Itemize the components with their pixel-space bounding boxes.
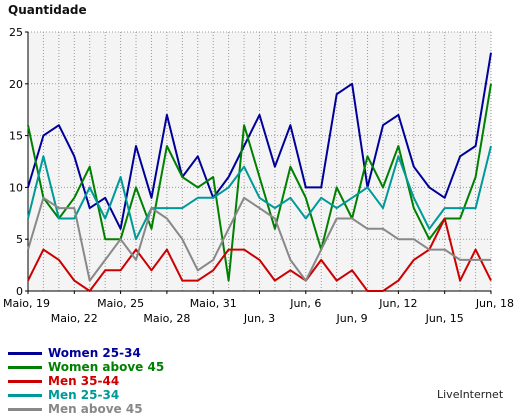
legend-swatch [8,379,42,383]
y-tick-label: 10 [9,181,23,194]
series-line-men-25-34 [27,145,492,241]
legend-item-men-35-44: Men 35-44 [8,374,164,388]
legend-label: Women above 45 [48,360,165,374]
liveinternet-logo[interactable]: LiveInternet [437,388,504,401]
legend-item-women-25-34: Women 25-34 [8,346,164,360]
legend-swatch [8,351,42,355]
series-line-men-35-44 [27,217,492,292]
x-tick-label: Maio, 19 [3,297,50,310]
x-tick-label: Jun, 6 [289,297,321,310]
y-tick-label: 15 [9,130,23,143]
legend: Women 25-34 Women above 45 Men 35-44 Men… [8,346,164,416]
series-line-women-above-45 [27,83,492,282]
y-axis-title: Quantidade [8,3,87,17]
y-tick-label: 25 [9,26,23,39]
legend-swatch [8,407,42,411]
x-tick-label: Maio, 25 [97,297,144,310]
x-tick-label: Jun, 9 [336,312,368,325]
legend-label: Men 25-34 [48,388,120,402]
y-tick-label: 5 [16,233,23,246]
x-tick-label: Jun, 18 [475,297,514,310]
series-line-women-25-34 [27,52,492,230]
x-tick-label: Maio, 22 [51,312,98,325]
legend-item-men-25-34: Men 25-34 [8,388,164,402]
legend-item-women-above-45: Women above 45 [8,360,164,374]
legend-swatch [8,365,42,369]
x-tick-label: Maio, 31 [190,297,237,310]
x-tick-label: Maio, 28 [143,312,190,325]
y-tick-label: 20 [9,78,23,91]
legend-label: Men above 45 [48,402,143,416]
legend-label: Women 25-34 [48,346,141,360]
x-tick-label: Jun, 3 [243,312,275,325]
legend-label: Men 35-44 [48,374,120,388]
x-tick-label: Jun, 15 [425,312,464,325]
y-tick-label: 0 [16,285,23,298]
legend-swatch [8,393,42,397]
x-tick-label: Jun, 12 [378,297,417,310]
series-line-men-above-45 [27,196,491,282]
legend-item-men-above-45: Men above 45 [8,402,164,416]
